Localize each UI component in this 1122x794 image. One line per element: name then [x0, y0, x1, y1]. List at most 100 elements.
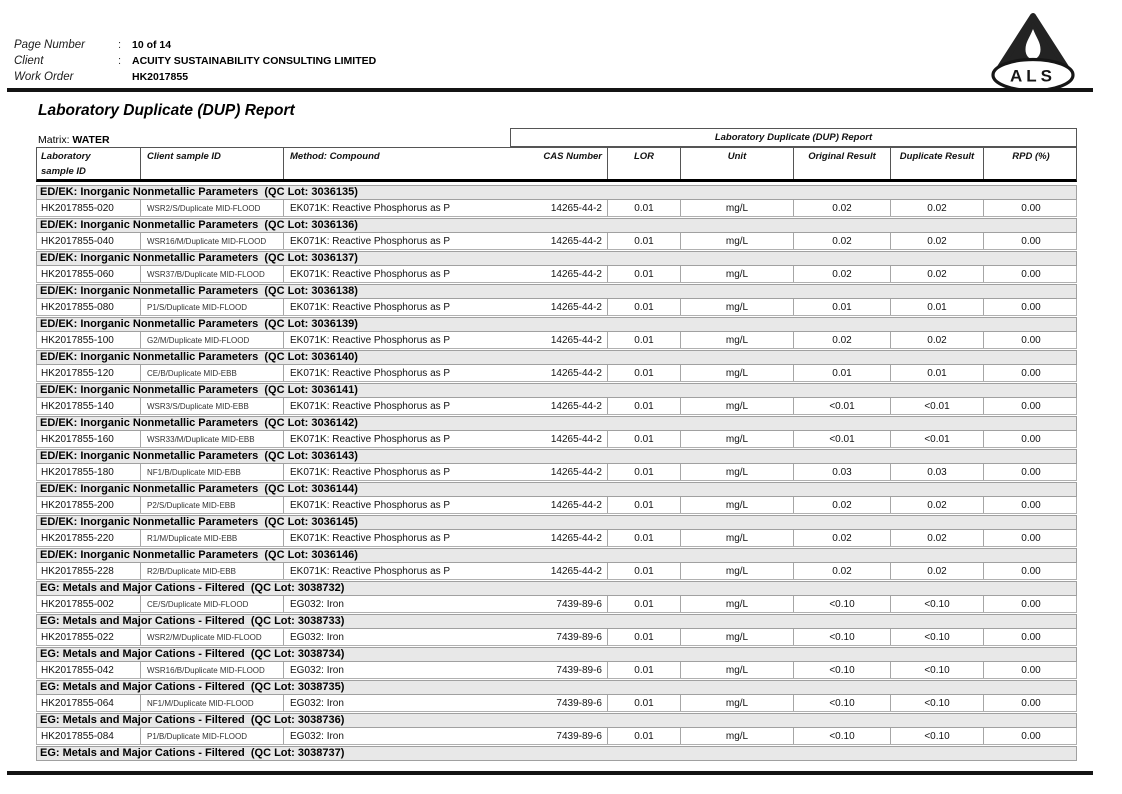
- cell-lor: 0.01: [608, 530, 681, 546]
- cell-unit: mg/L: [681, 431, 794, 447]
- table-body: ED/EK: Inorganic Nonmetallic Parameters …: [36, 185, 1077, 761]
- column-header-duplicate-result: Duplicate Result: [891, 148, 984, 179]
- cell-method-compound: EG032: Iron: [290, 731, 344, 742]
- cell-lor: 0.01: [608, 233, 681, 249]
- cell-client-sample-id: NF1/M/Duplicate MID-FLOOD: [141, 695, 284, 711]
- cell-original-result: 0.01: [794, 365, 891, 381]
- cell-laboratory-sample-id: HK2017855-064: [37, 695, 141, 711]
- cell-duplicate-result: 0.01: [891, 365, 984, 381]
- cell-method-compound: EK071K: Reactive Phosphorus as P: [290, 434, 451, 445]
- cell-lor: 0.01: [608, 728, 681, 744]
- cell-lor: 0.01: [608, 431, 681, 447]
- als-logo-icon: ALS: [991, 13, 1075, 92]
- table-column-header-row: Laboratory sample ID Client sample ID Me…: [36, 147, 1077, 182]
- qc-section-header: EG: Metals and Major Cations - Filtered …: [36, 713, 1077, 728]
- cell-cas-number: 14265-44-2: [508, 266, 608, 282]
- work-order-line: Work Order HK2017855: [14, 71, 376, 87]
- cell-client-sample-id: G2/M/Duplicate MID-FLOOD: [141, 332, 284, 348]
- qc-section-header-text: ED/EK: Inorganic Nonmetallic Parameters …: [40, 318, 358, 330]
- cell-unit: mg/L: [681, 497, 794, 513]
- cell-rpd: 0.00: [1021, 203, 1041, 214]
- logo-text: ALS: [1010, 67, 1056, 86]
- qc-section-header: EG: Metals and Major Cations - Filtered …: [36, 746, 1077, 761]
- cell-unit: mg/L: [681, 728, 794, 744]
- cell-client-sample-id: WSR2/M/Duplicate MID-FLOOD: [141, 629, 284, 645]
- cell-duplicate-result: <0.10: [891, 695, 984, 711]
- cell-original-result: 0.02: [794, 266, 891, 282]
- cell-rpd: 0.00: [1021, 467, 1041, 478]
- cell-lor: 0.01: [608, 299, 681, 315]
- cell-client-sample-id: CE/S/Duplicate MID-FLOOD: [141, 596, 284, 612]
- cell-rpd: 0.00: [1021, 236, 1041, 247]
- cell-lor: 0.01: [608, 365, 681, 381]
- cell-laboratory-sample-id: HK2017855-020: [37, 200, 141, 216]
- qc-section-header: ED/EK: Inorganic Nonmetallic Parameters …: [36, 548, 1077, 563]
- cell-rpd: 0.00: [1021, 335, 1041, 346]
- qc-section-header-text: ED/EK: Inorganic Nonmetallic Parameters …: [40, 252, 358, 264]
- qc-section-header-text: EG: Metals and Major Cations - Filtered …: [40, 747, 345, 759]
- qc-section-header-text: ED/EK: Inorganic Nonmetallic Parameters …: [40, 417, 358, 429]
- qc-section-header-text: EG: Metals and Major Cations - Filtered …: [40, 582, 345, 594]
- cell-original-result: 0.02: [794, 497, 891, 513]
- matrix-line: Matrix: WATER: [38, 134, 110, 146]
- cell-laboratory-sample-id: HK2017855-100: [37, 332, 141, 348]
- cell-lor: 0.01: [608, 596, 681, 612]
- cell-method-compound: EK071K: Reactive Phosphorus as P: [290, 566, 451, 577]
- qc-section-header-text: ED/EK: Inorganic Nonmetallic Parameters …: [40, 516, 358, 528]
- cell-client-sample-id: P2/S/Duplicate MID-EBB: [141, 497, 284, 513]
- qc-section-header: EG: Metals and Major Cations - Filtered …: [36, 647, 1077, 662]
- cell-lor: 0.01: [608, 464, 681, 480]
- column-header-original-result: Original Result: [794, 148, 891, 179]
- cell-laboratory-sample-id: HK2017855-080: [37, 299, 141, 315]
- cell-cas-number: 14265-44-2: [508, 530, 608, 546]
- cell-original-result: <0.10: [794, 596, 891, 612]
- cell-cas-number: 7439-89-6: [508, 695, 608, 711]
- qc-section-header: ED/EK: Inorganic Nonmetallic Parameters …: [36, 317, 1077, 332]
- client-separator: :: [118, 55, 122, 67]
- qc-section-header: EG: Metals and Major Cations - Filtered …: [36, 614, 1077, 629]
- cell-method-compound: EG032: Iron: [290, 599, 344, 610]
- matrix-value: WATER: [72, 134, 110, 146]
- cell-cas-number: 14265-44-2: [508, 299, 608, 315]
- page-number-separator: :: [118, 39, 122, 51]
- column-header-rpd: RPD (%): [1012, 151, 1050, 162]
- cell-method-compound: EK071K: Reactive Phosphorus as P: [290, 533, 451, 544]
- qc-section-header-text: ED/EK: Inorganic Nonmetallic Parameters …: [40, 351, 358, 363]
- cell-cas-number: 14265-44-2: [508, 464, 608, 480]
- work-order-label: Work Order: [14, 71, 74, 83]
- cell-cas-number: 14265-44-2: [508, 497, 608, 513]
- footer-divider-rule: [7, 771, 1093, 775]
- cell-rpd: 0.00: [1021, 302, 1041, 313]
- table-row: HK2017855-080 P1/S/Duplicate MID-FLOOD E…: [36, 299, 1077, 316]
- cell-rpd: 0.00: [1021, 269, 1041, 280]
- cell-rpd: 0.00: [1021, 566, 1041, 577]
- cell-cas-number: 7439-89-6: [508, 728, 608, 744]
- cell-cas-number: 14265-44-2: [508, 365, 608, 381]
- cell-client-sample-id: WSR2/S/Duplicate MID-FLOOD: [141, 200, 284, 216]
- cell-method-compound: EK071K: Reactive Phosphorus as P: [290, 236, 451, 247]
- table-row: HK2017855-022 WSR2/M/Duplicate MID-FLOOD…: [36, 629, 1077, 646]
- cell-lor: 0.01: [608, 266, 681, 282]
- table-row: HK2017855-160 WSR33/M/Duplicate MID-EBB …: [36, 431, 1077, 448]
- page-title: Laboratory Duplicate (DUP) Report: [38, 102, 295, 119]
- cell-duplicate-result: 0.02: [891, 332, 984, 348]
- cell-duplicate-result: <0.10: [891, 728, 984, 744]
- client-line: Client : ACUITY SUSTAINABILITY CONSULTIN…: [14, 55, 376, 71]
- cell-original-result: 0.02: [794, 332, 891, 348]
- cell-rpd: 0.00: [1021, 533, 1041, 544]
- cell-lor: 0.01: [608, 662, 681, 678]
- cell-duplicate-result: 0.02: [891, 266, 984, 282]
- cell-unit: mg/L: [681, 695, 794, 711]
- dup-report-table: Laboratory Duplicate (DUP) Report Labora…: [36, 128, 1077, 761]
- cell-rpd: 0.00: [1021, 368, 1041, 379]
- cell-rpd: 0.00: [1021, 599, 1041, 610]
- cell-rpd: 0.00: [1021, 434, 1041, 445]
- qc-section-header-text: ED/EK: Inorganic Nonmetallic Parameters …: [40, 285, 358, 297]
- cell-duplicate-result: <0.01: [891, 431, 984, 447]
- qc-section-header-text: EG: Metals and Major Cations - Filtered …: [40, 615, 345, 627]
- cell-client-sample-id: WSR33/M/Duplicate MID-EBB: [141, 431, 284, 447]
- qc-section-header-text: EG: Metals and Major Cations - Filtered …: [40, 714, 345, 726]
- table-row: HK2017855-040 WSR16/M/Duplicate MID-FLOO…: [36, 233, 1077, 250]
- cell-unit: mg/L: [681, 233, 794, 249]
- cell-laboratory-sample-id: HK2017855-042: [37, 662, 141, 678]
